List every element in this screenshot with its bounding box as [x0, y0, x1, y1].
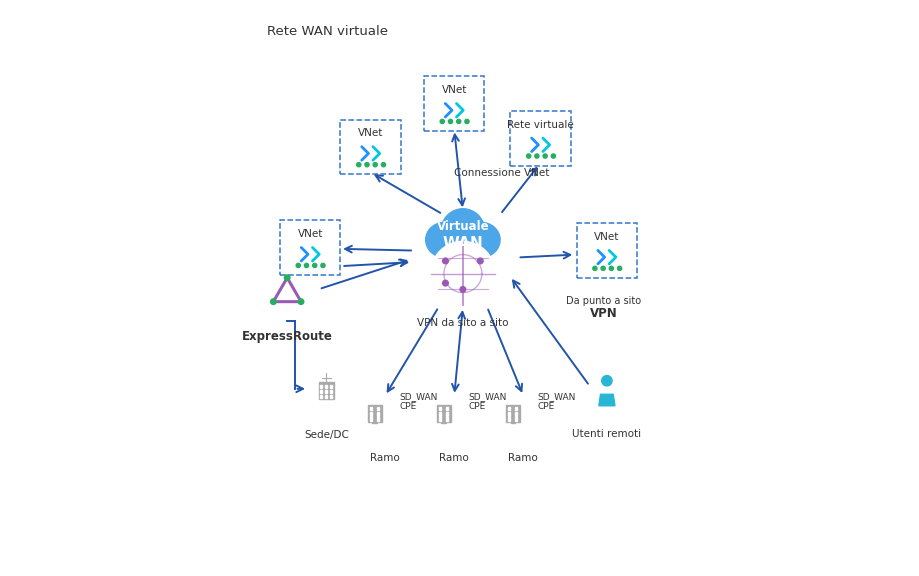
Bar: [446, 407, 448, 410]
Bar: [507, 418, 510, 421]
Polygon shape: [598, 394, 614, 406]
Bar: [325, 395, 327, 399]
Circle shape: [617, 266, 621, 271]
Bar: [325, 390, 327, 393]
Text: VNet: VNet: [441, 85, 467, 95]
Circle shape: [534, 154, 539, 158]
Bar: [320, 390, 322, 393]
Bar: [446, 418, 448, 421]
Text: Rete virtuale: Rete virtuale: [506, 120, 573, 130]
Circle shape: [296, 263, 300, 268]
Bar: [369, 407, 371, 410]
Text: Ramo: Ramo: [439, 453, 469, 463]
Bar: [424, 77, 484, 131]
Ellipse shape: [440, 209, 484, 255]
Circle shape: [304, 263, 308, 268]
Text: VPN da sito a sito: VPN da sito a sito: [416, 317, 508, 328]
Circle shape: [431, 242, 494, 305]
Bar: [446, 412, 448, 416]
Bar: [319, 382, 334, 399]
Bar: [438, 418, 441, 421]
Circle shape: [442, 281, 448, 286]
Bar: [377, 407, 379, 410]
Circle shape: [456, 119, 460, 124]
Bar: [330, 395, 332, 399]
Circle shape: [270, 299, 276, 305]
Ellipse shape: [444, 234, 481, 265]
Circle shape: [373, 162, 377, 167]
Circle shape: [526, 154, 530, 158]
Text: Utenti remoti: Utenti remoti: [572, 429, 641, 439]
Text: Ramo: Ramo: [369, 453, 400, 463]
Bar: [320, 395, 322, 399]
Circle shape: [439, 119, 444, 124]
Bar: [438, 412, 441, 416]
Circle shape: [357, 162, 360, 167]
Circle shape: [592, 266, 596, 271]
Circle shape: [381, 162, 385, 167]
Text: WAN: WAN: [442, 236, 482, 251]
Bar: [372, 421, 377, 423]
Circle shape: [298, 299, 303, 305]
Text: Sede/DC: Sede/DC: [303, 430, 348, 440]
Text: Virtuale: Virtuale: [437, 220, 489, 233]
Bar: [377, 418, 379, 421]
Ellipse shape: [433, 232, 472, 264]
Circle shape: [601, 376, 611, 386]
Ellipse shape: [462, 222, 500, 257]
Text: VPN: VPN: [589, 308, 618, 320]
Circle shape: [442, 258, 448, 264]
Bar: [510, 421, 515, 423]
Bar: [330, 390, 332, 393]
Bar: [576, 223, 637, 278]
Bar: [515, 418, 516, 421]
Bar: [441, 421, 446, 423]
Bar: [505, 405, 519, 422]
Ellipse shape: [425, 222, 462, 257]
Bar: [320, 385, 322, 388]
Circle shape: [600, 266, 605, 271]
Circle shape: [365, 162, 369, 167]
Bar: [438, 407, 441, 410]
Circle shape: [542, 154, 547, 158]
Text: ExpressRoute: ExpressRoute: [242, 331, 333, 343]
Text: Connessione VNet: Connessione VNet: [453, 168, 549, 178]
Circle shape: [284, 275, 289, 281]
Circle shape: [460, 287, 465, 292]
Bar: [279, 221, 340, 275]
Ellipse shape: [452, 232, 492, 264]
Bar: [515, 412, 516, 416]
Circle shape: [321, 263, 324, 268]
Circle shape: [477, 258, 482, 264]
Text: SD_WAN
CPE: SD_WAN CPE: [538, 392, 575, 411]
Bar: [437, 405, 450, 422]
Bar: [325, 385, 327, 388]
Bar: [507, 407, 510, 410]
Text: VNet: VNet: [357, 128, 383, 138]
Circle shape: [312, 263, 316, 268]
Bar: [369, 418, 371, 421]
Text: VNet: VNet: [297, 229, 323, 239]
Circle shape: [608, 266, 613, 271]
Text: VNet: VNet: [594, 232, 618, 242]
Text: Ramo: Ramo: [508, 453, 538, 463]
Circle shape: [448, 119, 452, 124]
Bar: [377, 412, 379, 416]
Circle shape: [550, 154, 555, 158]
Text: Rete WAN virtuale: Rete WAN virtuale: [267, 25, 388, 38]
Text: SD_WAN
CPE: SD_WAN CPE: [399, 392, 437, 411]
Bar: [507, 412, 510, 416]
Bar: [515, 407, 516, 410]
Bar: [510, 111, 571, 166]
Bar: [368, 405, 381, 422]
Text: Da punto a sito: Da punto a sito: [566, 295, 641, 306]
Bar: [340, 120, 401, 175]
Text: SD_WAN
CPE: SD_WAN CPE: [468, 392, 506, 411]
Circle shape: [464, 119, 469, 124]
Bar: [330, 385, 332, 388]
Bar: [369, 412, 371, 416]
